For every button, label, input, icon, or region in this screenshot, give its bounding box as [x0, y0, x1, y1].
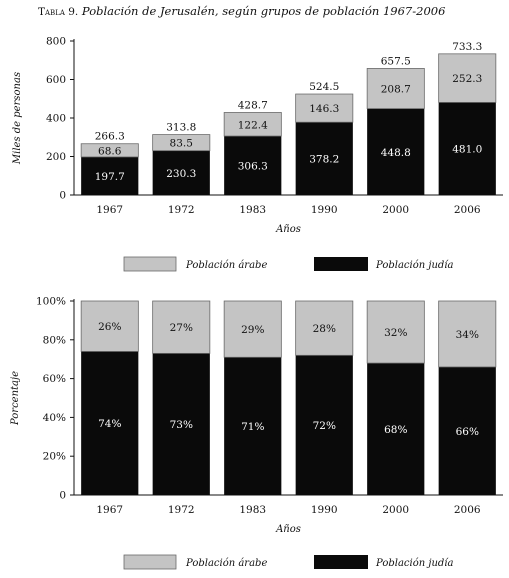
data-label-total: 657.5 [381, 55, 411, 67]
data-label-arab: 252.3 [452, 73, 482, 85]
data-label-jewish: 481.0 [452, 144, 482, 156]
x-tick-label: 1967 [96, 204, 123, 216]
y-tick-label: 80% [43, 334, 66, 346]
legend-label-jewish: Población judía [375, 260, 453, 271]
bar-jewish-population [81, 351, 139, 495]
x-axis-label: Años [275, 224, 301, 235]
x-tick-label: 1983 [239, 204, 266, 216]
x-tick-label: 1990 [311, 204, 338, 216]
x-tick-label: 1972 [168, 504, 195, 516]
bar-jewish-population [224, 357, 282, 495]
data-label-total: 733.3 [452, 41, 482, 53]
bar-arab-population [438, 53, 497, 103]
data-label-arab: 26% [98, 321, 121, 333]
bar-arab-population [152, 134, 211, 152]
bar-jewish-population [367, 108, 425, 195]
data-label-jewish: 378.2 [309, 154, 339, 166]
legend-swatch-arab [123, 256, 177, 272]
data-label-total: 524.5 [309, 81, 339, 93]
data-label-jewish: 306.3 [238, 161, 268, 173]
data-label-jewish: 66% [456, 426, 479, 438]
bar-arab-population [80, 300, 139, 352]
figure-title-text: Población de Jerusalén, según grupos de … [81, 4, 446, 18]
y-tick-label: 20% [43, 451, 66, 463]
data-label-arab: 29% [241, 324, 264, 336]
bar-arab-population [438, 300, 497, 368]
data-label-arab: 68.6 [98, 145, 122, 157]
y-axis-label: Miles de personas [12, 72, 23, 165]
data-label-jewish: 197.7 [95, 171, 125, 183]
y-tick-label: 200 [46, 151, 66, 163]
data-label-total: 266.3 [95, 131, 125, 143]
bar-arab-population [366, 68, 425, 110]
y-tick-label: 800 [46, 36, 66, 48]
data-label-arab: 32% [384, 327, 407, 339]
y-tick-label: 60% [43, 373, 66, 385]
bar-jewish-population [152, 150, 210, 195]
data-label-total: 313.8 [166, 122, 196, 134]
bar-arab-population [223, 300, 282, 358]
legend-label-jewish: Población judía [375, 558, 453, 569]
y-tick-label: 100% [36, 296, 66, 308]
bar-jewish-population [152, 353, 210, 495]
x-axis-label: Años [275, 524, 301, 535]
legend-label-arab: Población árabe [185, 558, 267, 569]
data-label-arab: 27% [170, 322, 193, 334]
data-label-arab: 28% [313, 323, 336, 335]
data-label-total: 428.7 [238, 99, 268, 111]
bar-arab-population [295, 93, 354, 123]
x-tick-label: 2000 [382, 204, 409, 216]
bar-jewish-population [367, 363, 425, 495]
bar-jewish-population [295, 355, 353, 495]
legend-swatch-arab [123, 554, 177, 570]
y-tick-label: 0 [59, 490, 66, 502]
data-label-jewish: 73% [170, 419, 193, 431]
x-tick-label: 1990 [311, 504, 338, 516]
bar-arab-population [152, 300, 211, 354]
y-tick-label: 600 [46, 74, 66, 86]
data-label-jewish: 71% [241, 421, 264, 433]
x-tick-label: 2006 [454, 504, 481, 516]
figure-title: Tabla 9. Población de Jerusalén, según g… [38, 4, 508, 18]
x-tick-label: 1983 [239, 504, 266, 516]
y-tick-label: 40% [43, 412, 66, 424]
data-label-jewish: 448.8 [381, 147, 411, 159]
bar-arab-population [80, 143, 139, 158]
data-label-arab: 83.5 [170, 138, 193, 150]
x-tick-label: 1967 [96, 504, 123, 516]
bar-arab-population [366, 300, 425, 364]
data-label-arab: 208.7 [381, 84, 411, 96]
data-label-jewish: 74% [98, 418, 121, 430]
data-label-jewish: 72% [313, 420, 336, 432]
y-tick-label: 0 [59, 190, 66, 202]
x-tick-label: 2000 [382, 504, 409, 516]
figure-label: Tabla 9. [38, 6, 79, 18]
legend-label-arab: Población árabe [185, 260, 267, 271]
x-tick-label: 2006 [454, 204, 481, 216]
bar-jewish-population [295, 122, 353, 195]
bar-jewish-population [438, 102, 496, 195]
stacked-bar-chart-thousands: 0 200 400 600 800 Miles de personas 197.7 68.6 2… [12, 36, 503, 272]
data-label-arab: 122.4 [238, 119, 268, 131]
bar-jewish-population [81, 156, 139, 195]
bar-jewish-population [224, 136, 282, 195]
bar-arab-population [295, 300, 354, 356]
legend-swatch-jewish [314, 555, 368, 569]
data-label-arab: 146.3 [309, 103, 339, 115]
x-tick-label: 1972 [168, 204, 195, 216]
legend-swatch-jewish [314, 257, 368, 271]
y-axis-label: Porcentaje [10, 371, 21, 426]
bar-jewish-population [438, 366, 496, 495]
data-label-jewish: 68% [384, 424, 407, 436]
bar-arab-population [223, 112, 282, 137]
data-label-jewish: 230.3 [166, 168, 196, 180]
data-label-arab: 34% [456, 329, 479, 341]
y-tick-label: 400 [46, 113, 66, 125]
